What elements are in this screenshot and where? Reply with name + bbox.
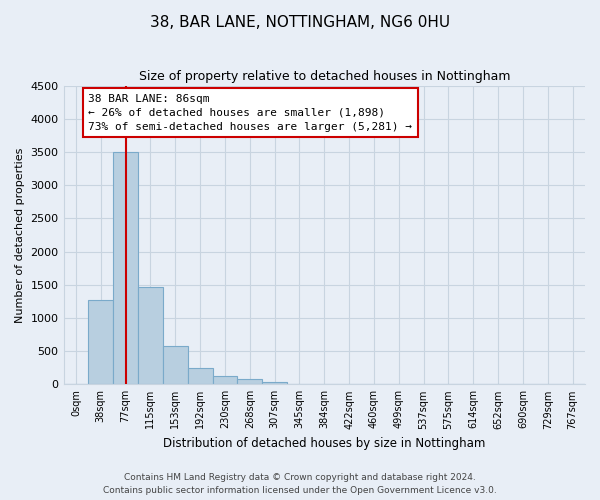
Title: Size of property relative to detached houses in Nottingham: Size of property relative to detached ho… [139, 70, 510, 83]
X-axis label: Distribution of detached houses by size in Nottingham: Distribution of detached houses by size … [163, 437, 485, 450]
Bar [212, 376, 238, 384]
Bar [138, 286, 163, 384]
Text: 38 BAR LANE: 86sqm
← 26% of detached houses are smaller (1,898)
73% of semi-deta: 38 BAR LANE: 86sqm ← 26% of detached hou… [88, 94, 412, 132]
Bar [188, 368, 212, 384]
Text: Contains HM Land Registry data © Crown copyright and database right 2024.
Contai: Contains HM Land Registry data © Crown c… [103, 473, 497, 495]
Y-axis label: Number of detached properties: Number of detached properties [15, 147, 25, 322]
Text: 38, BAR LANE, NOTTINGHAM, NG6 0HU: 38, BAR LANE, NOTTINGHAM, NG6 0HU [150, 15, 450, 30]
Bar [113, 152, 138, 384]
Bar [163, 346, 188, 385]
Bar [238, 380, 262, 384]
Bar [88, 300, 113, 384]
Bar [262, 382, 287, 384]
